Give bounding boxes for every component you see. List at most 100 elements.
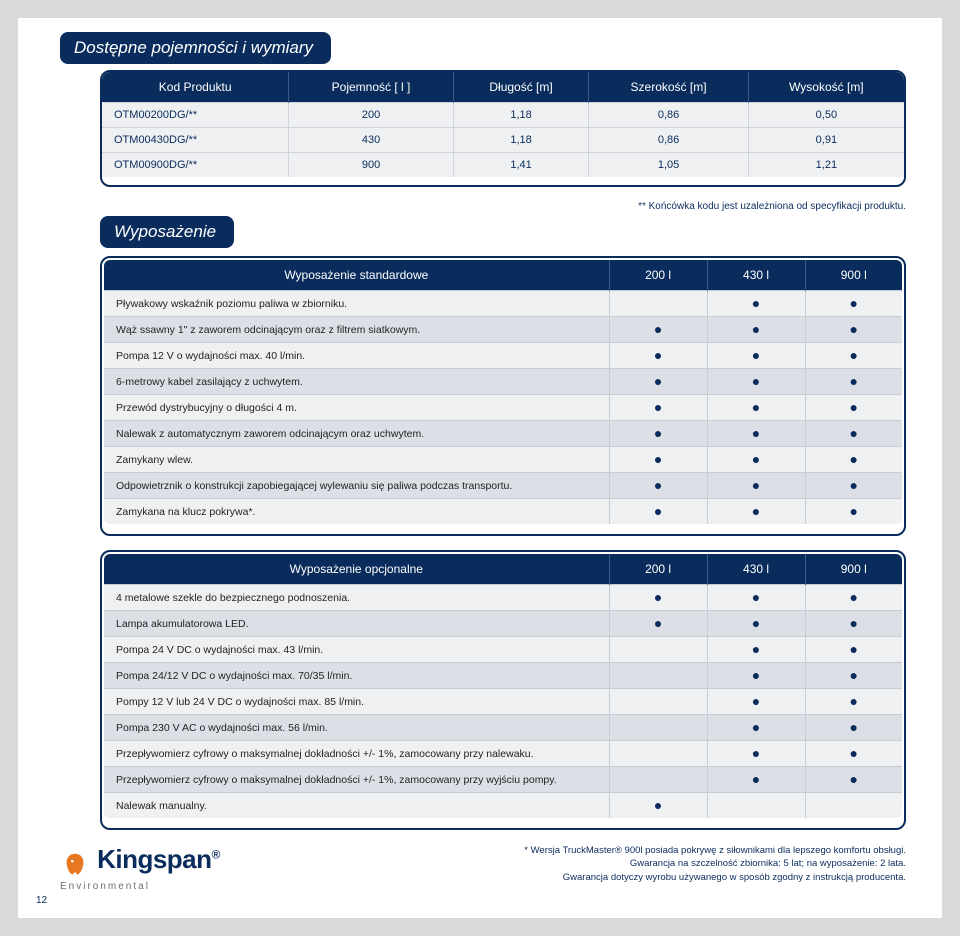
table-cell: OTM00430DG/**	[102, 128, 289, 153]
equip-flag-cell	[609, 637, 707, 663]
logo-brand: Kingspan®	[97, 844, 220, 874]
footnote-spec: ** Końcówka kodu jest uzależniona od spe…	[100, 201, 906, 212]
table-row: OTM00900DG/**9001,411,051,21	[102, 153, 904, 178]
table-cell: 1,18	[453, 103, 589, 128]
equip-label: Nalewak z automatycznym zaworem odcinają…	[103, 421, 609, 447]
table-row: Odpowietrznik o konstrukcji zapobiegając…	[103, 473, 903, 499]
equip-flag-cell: ●	[707, 715, 805, 741]
bullet-icon: ●	[752, 373, 760, 389]
bullet-icon: ●	[850, 477, 858, 493]
equip-flag-cell: ●	[707, 317, 805, 343]
page-number: 12	[36, 895, 47, 906]
equip-label: 6-metrowy kabel zasilający z uchwytem.	[103, 369, 609, 395]
bullet-icon: ●	[850, 451, 858, 467]
bullet-icon: ●	[850, 641, 858, 657]
note-line: Gwarancja dotyczy wyrobu używanego w spo…	[100, 871, 906, 884]
equip-flag-cell: ●	[609, 317, 707, 343]
main-heading-container: Dostępne pojemności i wymiary	[60, 32, 906, 64]
bullet-icon: ●	[752, 719, 760, 735]
bullet-icon: ●	[850, 321, 858, 337]
bullet-icon: ●	[850, 667, 858, 683]
table-cell: 0,91	[748, 128, 904, 153]
bullet-icon: ●	[752, 641, 760, 657]
spec-table-wrap: Kod ProduktuPojemność [ l ]Długość [m]Sz…	[100, 70, 906, 187]
table-row: Lampa akumulatorowa LED.●●●	[103, 611, 903, 637]
equip-flag-cell	[805, 793, 903, 820]
equip-flag-cell: ●	[707, 343, 805, 369]
equip-flag-cell: ●	[609, 499, 707, 526]
bullet-icon: ●	[654, 425, 662, 441]
spec-col-header: Kod Produktu	[102, 72, 289, 103]
bullet-icon: ●	[752, 693, 760, 709]
bullet-icon: ●	[752, 295, 760, 311]
equip-heading-container: Wyposażenie	[100, 216, 906, 248]
logo-sub: Environmental	[60, 881, 220, 892]
table-row: Nalewak z automatycznym zaworem odcinają…	[103, 421, 903, 447]
bullet-icon: ●	[654, 451, 662, 467]
equip-flag-cell: ●	[609, 585, 707, 611]
table-cell: 200	[289, 103, 453, 128]
table-cell: 1,05	[589, 153, 748, 178]
equip-flag-cell: ●	[805, 447, 903, 473]
table-cell: 1,18	[453, 128, 589, 153]
table-cell: 430	[289, 128, 453, 153]
bullet-icon: ●	[654, 797, 662, 813]
spec-table: Kod ProduktuPojemność [ l ]Długość [m]Sz…	[102, 72, 904, 177]
table-row: Pompa 230 V AC o wydajności max. 56 l/mi…	[103, 715, 903, 741]
equip-flag-cell: ●	[707, 369, 805, 395]
equip-flag-cell	[609, 291, 707, 317]
spec-col-header: Pojemność [ l ]	[289, 72, 453, 103]
opt-equip-table: Wyposażenie opcjonalne200 l430 l900 l 4 …	[102, 552, 904, 820]
equip-flag-cell: ●	[707, 689, 805, 715]
equip-flag-cell: ●	[609, 447, 707, 473]
equip-flag-cell: ●	[609, 473, 707, 499]
bullet-icon: ●	[850, 745, 858, 761]
table-row: Zamykana na klucz pokrywa*.●●●	[103, 499, 903, 526]
equip-flag-cell: ●	[707, 447, 805, 473]
equip-label: Zamykany wlew.	[103, 447, 609, 473]
table-row: Pływakowy wskaźnik poziomu paliwa w zbio…	[103, 291, 903, 317]
equip-label: Pompa 230 V AC o wydajności max. 56 l/mi…	[103, 715, 609, 741]
equip-col-header: 200 l	[609, 259, 707, 291]
equip-flag-cell: ●	[609, 793, 707, 820]
opt-table-wrap: Wyposażenie opcjonalne200 l430 l900 l 4 …	[100, 550, 906, 830]
equip-flag-cell: ●	[805, 741, 903, 767]
equip-col-header: 430 l	[707, 553, 805, 585]
bullet-icon: ●	[752, 745, 760, 761]
table-row: 4 metalowe szekle do bezpiecznego podnos…	[103, 585, 903, 611]
equip-flag-cell: ●	[805, 499, 903, 526]
bullet-icon: ●	[752, 347, 760, 363]
equip-flag-cell: ●	[805, 637, 903, 663]
equip-flag-cell: ●	[805, 715, 903, 741]
equip-label: Zamykana na klucz pokrywa*.	[103, 499, 609, 526]
note-line: Gwarancja na szczelność zbiornika: 5 lat…	[100, 857, 906, 870]
table-row: Pompa 24/12 V DC o wydajności max. 70/35…	[103, 663, 903, 689]
equip-flag-cell	[609, 689, 707, 715]
bullet-icon: ●	[752, 667, 760, 683]
table-row: Nalewak manualny. ●	[103, 793, 903, 820]
lion-icon	[60, 851, 90, 879]
bullet-icon: ●	[850, 771, 858, 787]
spec-col-header: Wysokość [m]	[748, 72, 904, 103]
bullet-icon: ●	[850, 693, 858, 709]
equip-flag-cell: ●	[707, 663, 805, 689]
equip-flag-cell: ●	[707, 499, 805, 526]
equip-label: 4 metalowe szekle do bezpiecznego podnos…	[103, 585, 609, 611]
bottom-notes: * Wersja TruckMaster® 900l posiada pokry…	[100, 844, 906, 884]
equip-flag-cell: ●	[707, 291, 805, 317]
equip-label: Nalewak manualny.	[103, 793, 609, 820]
bullet-icon: ●	[752, 589, 760, 605]
bullet-icon: ●	[752, 321, 760, 337]
table-row: 6-metrowy kabel zasilający z uchwytem.●●…	[103, 369, 903, 395]
equip-flag-cell: ●	[707, 585, 805, 611]
equip-flag-cell: ●	[609, 343, 707, 369]
bullet-icon: ●	[654, 399, 662, 415]
bullet-icon: ●	[850, 347, 858, 363]
equip-label: Pływakowy wskaźnik poziomu paliwa w zbio…	[103, 291, 609, 317]
table-cell: 0,86	[589, 103, 748, 128]
bullet-icon: ●	[752, 425, 760, 441]
bullet-icon: ●	[654, 503, 662, 519]
equip-label: Przewód dystrybucyjny o długości 4 m.	[103, 395, 609, 421]
bullet-icon: ●	[654, 321, 662, 337]
equip-flag-cell: ●	[707, 767, 805, 793]
